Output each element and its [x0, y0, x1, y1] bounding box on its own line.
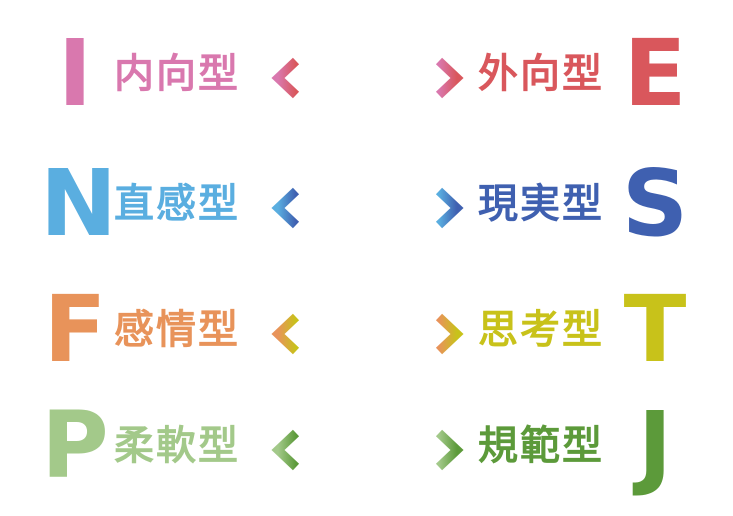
double-arrow-icon: [271, 57, 464, 99]
letter-left: N: [40, 150, 117, 257]
row-intuition-sensing: N 直感型 現実型 S: [0, 158, 733, 258]
letter-right: J: [637, 392, 673, 499]
label-right: 思考型: [478, 307, 604, 353]
row-perceiving-judging: P 柔軟型 規範型 J: [0, 400, 733, 500]
arrow-head-right: [435, 313, 464, 355]
label-right: 規範型: [478, 423, 604, 469]
arrow-head-left: [271, 313, 300, 355]
arrow-head-left: [271, 187, 300, 229]
arrow-strokes: [271, 187, 464, 229]
double-arrow-icon: [271, 187, 464, 229]
double-arrow-icon: [271, 313, 464, 355]
arrow-strokes: [271, 57, 464, 99]
letter-left: F: [43, 276, 107, 383]
arrow-head-left: [271, 57, 300, 99]
double-arrow-icon: [271, 429, 464, 471]
label-left: 柔軟型: [114, 423, 240, 469]
label-left: 内向型: [114, 51, 240, 97]
arrow-head-right: [435, 57, 464, 99]
label-right: 現実型: [478, 181, 604, 227]
arrow-strokes: [271, 429, 464, 471]
letter-left: P: [41, 392, 109, 499]
row-feeling-thinking: F 感情型 思考型 T: [0, 284, 733, 384]
row-introvert-extravert: I 内向型 外向型 E: [0, 28, 733, 128]
letter-right: E: [623, 20, 687, 127]
label-left: 感情型: [114, 307, 240, 353]
label-right: 外向型: [478, 51, 604, 97]
arrow-head-right: [435, 429, 464, 471]
arrow-head-left: [271, 429, 300, 471]
arrow-head-right: [435, 187, 464, 229]
letter-right: T: [623, 276, 687, 383]
label-left: 直感型: [114, 181, 240, 227]
letter-right: S: [621, 150, 689, 257]
arrow-strokes: [271, 313, 464, 355]
letter-left: I: [57, 20, 93, 127]
